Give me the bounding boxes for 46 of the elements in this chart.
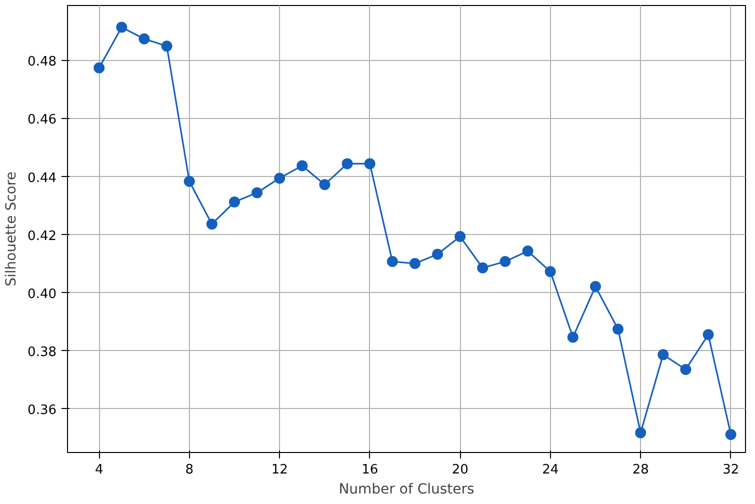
point xyxy=(725,429,736,440)
y-axis-title: Silhouette Score xyxy=(4,172,20,286)
y-tick-label: 0.46 xyxy=(28,112,57,128)
point xyxy=(590,280,601,292)
y-tick-label: 0.48 xyxy=(28,54,57,70)
x-tick-label: 28 xyxy=(632,462,649,478)
point xyxy=(206,218,218,230)
point xyxy=(522,246,534,257)
point xyxy=(228,196,240,208)
point xyxy=(386,256,398,267)
point xyxy=(612,324,624,335)
point xyxy=(409,258,420,270)
y-tick-label: 0.44 xyxy=(28,170,57,186)
x-tick-label: 12 xyxy=(271,462,288,478)
point xyxy=(274,172,286,184)
point xyxy=(567,332,578,343)
point xyxy=(252,187,263,198)
y-tick-label: 0.38 xyxy=(28,344,57,360)
point xyxy=(116,22,128,33)
point xyxy=(432,248,444,260)
x-tick-label: 20 xyxy=(452,462,468,478)
point xyxy=(544,266,556,278)
point xyxy=(161,40,172,52)
point xyxy=(319,179,330,190)
point xyxy=(342,158,353,170)
point xyxy=(477,262,488,274)
point xyxy=(454,231,466,242)
point xyxy=(635,427,646,438)
x-tick-label: 16 xyxy=(362,462,378,478)
point xyxy=(94,62,105,74)
point xyxy=(184,176,195,187)
x-tick-label: 4 xyxy=(94,462,104,478)
y-tick-label: 0.42 xyxy=(28,228,57,244)
y-tick-label: 0.40 xyxy=(28,286,57,302)
point xyxy=(680,364,692,375)
x-tick-label: 8 xyxy=(185,462,194,478)
point xyxy=(364,158,376,170)
point xyxy=(500,256,511,267)
point xyxy=(296,160,308,172)
x-tick-label: 32 xyxy=(722,462,740,478)
point xyxy=(138,33,150,44)
point xyxy=(658,349,669,360)
point xyxy=(702,329,714,340)
y-tick-label: 0.36 xyxy=(28,402,57,418)
x-axis-title: Number of Clusters xyxy=(338,482,474,498)
x-tick-label: 24 xyxy=(542,462,559,478)
